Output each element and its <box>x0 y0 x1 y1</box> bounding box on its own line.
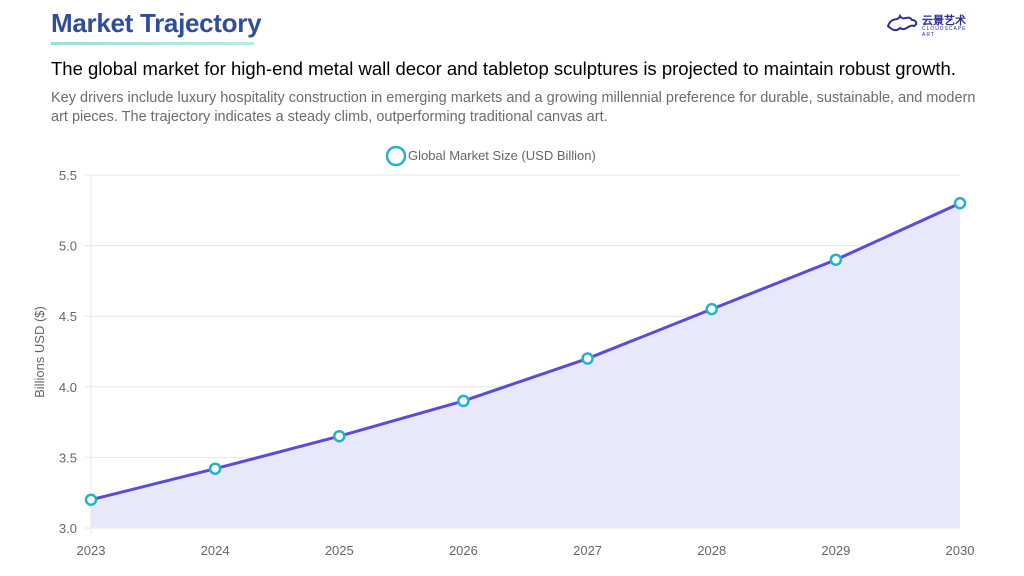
y-tick-label: 4.0 <box>59 380 77 395</box>
y-tick-label: 3.5 <box>59 450 77 465</box>
legend-label[interactable]: Global Market Size (USD Billion) <box>408 148 596 163</box>
y-tick-label: 5.5 <box>59 168 77 183</box>
x-tick-label: 2028 <box>697 543 726 558</box>
page-title: Market Trajectory <box>51 8 262 38</box>
logo-name-en: CLOUDSCAPE ART <box>922 26 967 38</box>
x-tick-label: 2023 <box>77 543 106 558</box>
brand-logo: 云景艺术 CLOUDSCAPE ART <box>886 12 976 38</box>
description: Key drivers include luxury hospitality c… <box>51 90 976 125</box>
data-point-2030[interactable] <box>953 196 967 210</box>
y-tick-label: 5.0 <box>59 239 77 254</box>
data-point-2024[interactable] <box>208 462 222 475</box>
y-axis-label: Billions USD ($) <box>32 306 47 398</box>
data-point-2029[interactable] <box>829 253 843 266</box>
x-tick-label: 2025 <box>325 543 354 558</box>
series-line <box>90 201 961 502</box>
x-tick-label: 2029 <box>821 543 850 558</box>
area-fill <box>91 203 960 529</box>
headline: The global market for high-end metal wal… <box>51 58 956 79</box>
data-point-2025[interactable] <box>333 429 346 443</box>
data-point-2027[interactable] <box>581 352 594 365</box>
title-underline <box>51 42 254 45</box>
logo-name-cn: 云景艺术 <box>922 15 966 27</box>
data-point-2023[interactable] <box>84 493 98 507</box>
y-tick-label: 3.0 <box>59 521 77 536</box>
cloud-logo-icon <box>886 13 918 32</box>
data-point-2028[interactable] <box>705 302 718 316</box>
data-point-2026[interactable] <box>457 394 470 408</box>
x-tick-label: 2030 <box>946 543 975 558</box>
legend-marker[interactable] <box>385 145 407 167</box>
x-tick-label: 2026 <box>449 543 478 558</box>
y-tick-label: 4.5 <box>59 309 77 324</box>
x-tick-label: 2024 <box>201 543 230 558</box>
x-tick-label: 2027 <box>573 543 602 558</box>
